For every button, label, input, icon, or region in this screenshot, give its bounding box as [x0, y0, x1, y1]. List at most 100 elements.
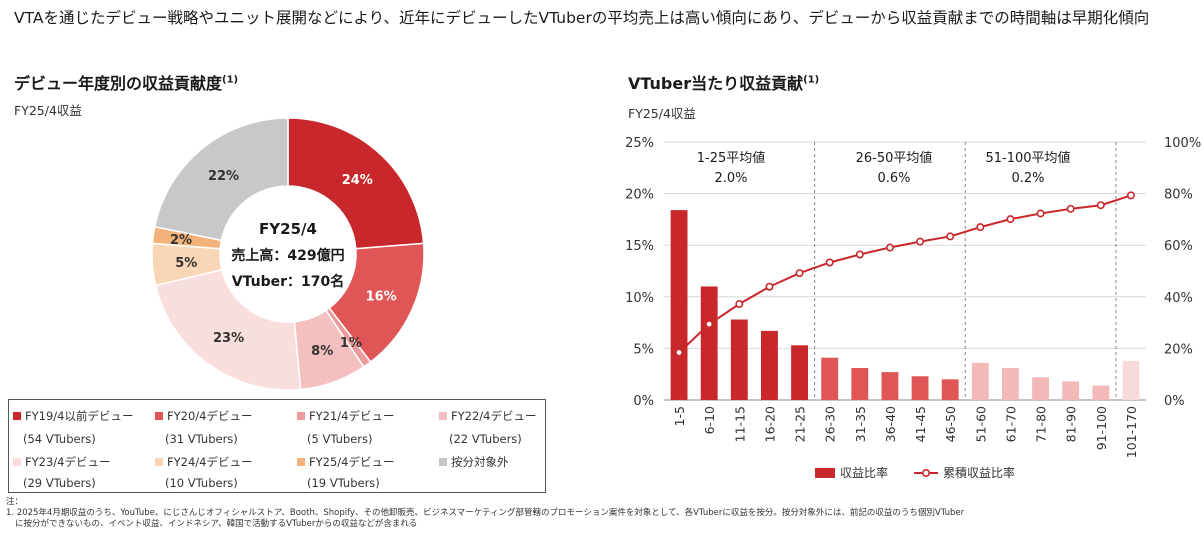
- cumulative-point: [916, 237, 925, 246]
- legend-label: FY22/4デビュー: [451, 409, 537, 423]
- left-title-text: デビュー年度別の収益貢献度: [14, 74, 223, 93]
- donut-slice: [154, 268, 302, 391]
- right-subtitle: FY25/4収益: [628, 106, 696, 121]
- cumulative-point: [1066, 204, 1075, 213]
- legend-count: (31 VTubers): [165, 432, 238, 446]
- cumulative-point: [1036, 209, 1045, 218]
- cumulative-point: [1096, 201, 1105, 210]
- legend-bar-swatch: [815, 468, 835, 478]
- bar: [911, 376, 929, 400]
- legend-swatch: [155, 458, 163, 466]
- x-tick-label: 46-50: [943, 406, 958, 442]
- legend-label: FY25/4デビュー: [309, 455, 395, 469]
- group-label-1-25: 1-25平均値: [697, 150, 766, 166]
- legend-swatch: [13, 412, 21, 420]
- footnotes: 注： 1. 2025年4月期収益のうち、YouTube、にじさんじオフィシャルス…: [6, 497, 1201, 530]
- x-tick-label: 6-10: [702, 406, 717, 434]
- donut-center-vtubers: VTuber：170名: [232, 273, 344, 290]
- x-tick-label: 36-40: [883, 406, 898, 442]
- legend-item: FY22/4デビュー: [439, 408, 536, 424]
- cumulative-point: [705, 320, 714, 329]
- legend-swatch: [297, 412, 305, 420]
- cumulative-point: [765, 282, 774, 291]
- legend-label: FY23/4デビュー: [25, 455, 111, 469]
- group-value-1-25: 2.0%: [714, 171, 747, 186]
- legend-swatch: [439, 458, 447, 466]
- cumulative-point: [855, 250, 864, 259]
- y-left-tick-label: 25%: [625, 136, 654, 151]
- legend-bar-label: 収益比率: [840, 465, 888, 480]
- bar: [1002, 368, 1019, 400]
- legend-swatch: [297, 458, 305, 466]
- legend-count: (5 VTubers): [307, 432, 373, 446]
- cumulative-point: [976, 223, 985, 232]
- x-tick-label: 51-60: [973, 406, 988, 442]
- bar: [730, 319, 748, 400]
- bar: [821, 357, 839, 400]
- legend-item: 按分対象外: [439, 454, 509, 470]
- cumulative-line: [678, 194, 1132, 354]
- cumulative-point: [1126, 191, 1135, 200]
- y-right-tick-label: 40%: [1164, 291, 1193, 306]
- legend-label: FY24/4デビュー: [167, 455, 253, 469]
- bar: [1122, 360, 1140, 400]
- legend-label: FY21/4デビュー: [309, 409, 395, 423]
- legend-count: (22 VTubers): [449, 432, 522, 446]
- legend-count: (10 VTubers): [165, 476, 238, 490]
- legend-line-marker: [921, 468, 930, 477]
- bar: [881, 372, 899, 400]
- group-value-26-50: 0.6%: [877, 171, 910, 186]
- legend-item: FY19/4以前デビュー: [13, 408, 133, 424]
- left-chart-title: デビュー年度別の収益貢献度(1): [14, 70, 238, 94]
- legend-count: (29 VTubers): [23, 476, 96, 490]
- x-tick-label: 41-45: [913, 406, 928, 442]
- bar: [851, 368, 869, 400]
- y-right-tick-label: 80%: [1164, 188, 1193, 203]
- legend-count: (54 VTubers): [23, 432, 96, 446]
- donut-slice-label: 23%: [213, 331, 244, 346]
- legend-label: FY20/4デビュー: [167, 409, 253, 423]
- group-value-51-100: 0.2%: [1011, 171, 1044, 186]
- y-right-tick-label: 20%: [1164, 342, 1193, 357]
- bar: [700, 286, 718, 400]
- cumulative-point: [795, 269, 804, 278]
- legend-item: FY23/4デビュー: [13, 454, 110, 470]
- x-tick-label: 21-25: [793, 406, 808, 442]
- cumulative-point: [946, 232, 955, 241]
- y-left-tick-label: 10%: [625, 291, 654, 306]
- y-right-tick-label: 100%: [1164, 136, 1201, 151]
- donut-legend: FY19/4以前デビュー (54 VTubers) FY20/4デビュー (31…: [8, 399, 546, 493]
- bar: [1062, 381, 1080, 400]
- bar: [1032, 377, 1049, 400]
- x-tick-label: 31-35: [853, 406, 868, 442]
- y-right-tick-label: 60%: [1164, 239, 1193, 254]
- headline: VTAを通じたデビュー戦略やユニット展開などにより、近年にデビューしたVTube…: [14, 9, 1150, 27]
- legend-swatch: [13, 458, 21, 466]
- donut-slice-label: 16%: [366, 290, 397, 305]
- bar: [791, 345, 808, 400]
- legend-swatch: [155, 412, 163, 420]
- left-subtitle: FY25/4収益: [14, 103, 82, 118]
- footnote-line1: 1. 2025年4月期収益のうち、YouTube、にじさんじオフィシャルストア、…: [6, 508, 965, 518]
- legend-label: 按分対象外: [451, 455, 509, 469]
- x-tick-label: 71-80: [1034, 406, 1049, 442]
- bar: [761, 330, 778, 400]
- right-chart-title: VTuber当たり収益貢献(1): [628, 70, 819, 94]
- footnote-line2: に按分ができないもの、イベント収益、インドネシア、韓国で活動するVTuberから…: [15, 519, 418, 529]
- donut-slice-label: 2%: [170, 233, 192, 248]
- bar: [670, 210, 688, 400]
- x-tick-label: 101-170: [1124, 406, 1139, 458]
- x-tick-label: 61-70: [1003, 406, 1018, 442]
- legend-count: (19 VTubers): [307, 476, 380, 490]
- y-left-tick-label: 0%: [633, 394, 654, 409]
- donut-slice: [153, 117, 289, 242]
- x-tick-label: 81-90: [1064, 406, 1079, 442]
- group-label-51-100: 51-100平均値: [985, 150, 1070, 166]
- x-tick-label: 91-100: [1094, 406, 1109, 450]
- legend-item: FY21/4デビュー: [297, 408, 394, 424]
- right-title-text: VTuber当たり収益貢献: [628, 74, 804, 93]
- donut-slice-label: 8%: [311, 344, 333, 359]
- y-left-tick-label: 15%: [625, 239, 654, 254]
- legend-swatch: [439, 412, 447, 420]
- donut-center-period: FY25/4: [259, 220, 317, 238]
